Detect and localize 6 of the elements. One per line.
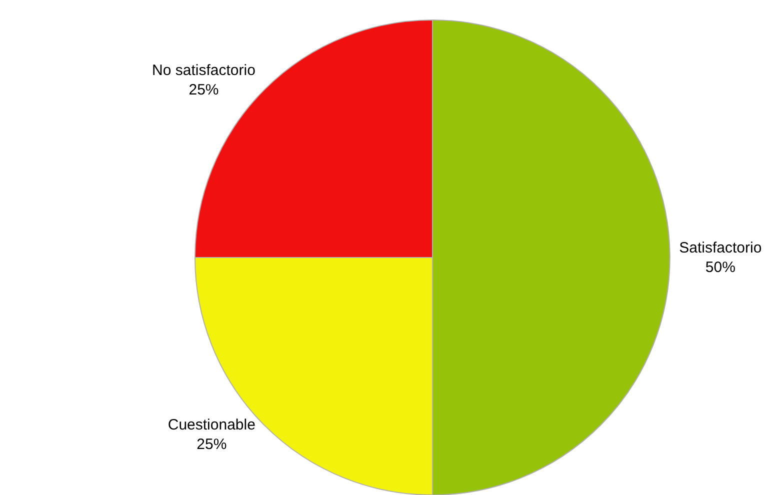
data-label: 25% — [196, 436, 227, 453]
slice-label: No satisfactorio — [152, 62, 256, 80]
data-label: 25% — [188, 82, 219, 99]
data-label: 50% — [705, 258, 736, 276]
slice-label: Satisfactorio — [679, 239, 762, 256]
slice-label: Cuestionable — [168, 416, 256, 434]
